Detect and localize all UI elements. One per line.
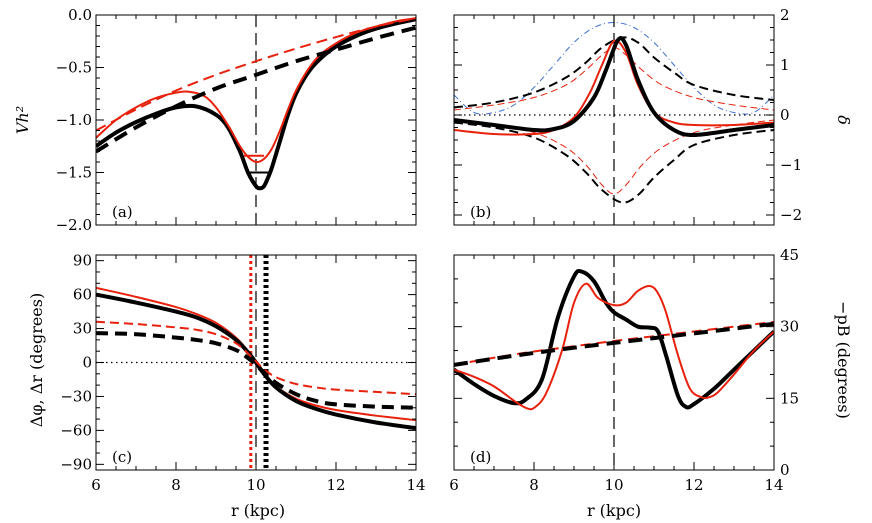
panel-c-ytick-label: 0 [82,354,92,372]
panel-c-ytick-label: 90 [73,252,92,270]
panel-b-ytick-label: 2 [780,6,790,24]
panel-a-ytick-label: −1.0 [56,111,92,129]
panel-c-xtick-label: 8 [171,476,181,494]
panel-a-ytick-label: 0.0 [68,6,92,24]
panel-c-xtick-label: 14 [406,476,425,494]
panel-c-series-2 [96,320,416,396]
panel-b-ylabel: δ [834,115,853,125]
panel-b-series-2 [454,119,774,195]
panel-a-series-1 [96,17,416,164]
panel-c-ylabel: Δφ, Δr (degrees) [27,293,46,427]
panel-d-ytick-label: 30 [780,318,799,336]
panel-d-label: (d) [470,448,491,466]
panel-c: Δφ, Δr (degrees) r (kpc) (c) 6 8 10 12 14 −90… [27,252,426,520]
panel-b: δ (b) −2 −1 0 1 2 [453,6,853,226]
panel-d-xtick-label: 12 [684,476,703,494]
panel-d-xtick-label: 6 [449,476,459,494]
panel-d: −pB (degrees) r (kpc) (d) 6 8 10 12 140 15 30 4… [449,246,853,520]
panel-d-ytick-label: 45 [780,246,799,264]
panel-b-series-4 [454,121,774,204]
panel-a-ytick-label: −0.5 [56,59,92,77]
panel-d-series-0 [454,268,774,410]
panel-b-label: (b) [470,203,491,221]
panel-a-series-2 [96,17,416,132]
panel-b-ytick-label: −1 [780,156,802,174]
panel-b-series-6 [454,36,774,137]
panel-d-xtick-label: 14 [764,476,783,494]
panel-d-xlabel: r (kpc) [587,501,641,520]
panel-b-ytick-label: 1 [780,56,790,74]
panel-d-series-1 [454,282,774,411]
panel-a-ytick-label: −1.5 [56,164,92,182]
panel-d-ytick-label: 0 [780,461,790,479]
panel-c-xlabel: r (kpc) [231,501,285,520]
panel-a-ytick-label: −2.0 [56,216,92,234]
panel-a-ylabel: Vh² [13,106,32,134]
panel-a-label: (a) [112,203,133,221]
panel-c-xtick-label: 12 [326,476,345,494]
panel-a-series-3 [96,25,416,154]
panel-c-xtick-label: 6 [91,476,101,494]
panel-d-ytick-label: 15 [780,389,799,407]
panel-c-ytick-label: 30 [73,320,92,338]
panel-a: Vh² (a) −2.0 −1.5 −1.0 −0.5 0.0 [13,6,417,234]
panel-d-xtick-label: 8 [529,476,539,494]
panel-d-series-3 [454,321,774,367]
panel-d-ylabel: −pB (degrees) [834,301,853,419]
panel-c-ytick-label: −90 [60,455,92,473]
panel-d-xtick-label: 10 [604,476,623,494]
panel-c-label: (c) [112,448,132,466]
panel-b-series-0 [454,22,774,115]
panel-b-ytick-label: 0 [780,106,790,124]
panel-b-ytick-label: −2 [780,206,802,224]
panel-c-series-3 [96,331,416,410]
panel-b-series-5 [454,39,774,136]
panel-c-ytick-label: −30 [60,387,92,405]
panel-c-ytick-label: −60 [60,421,92,439]
panel-c-xtick-label: 10 [246,476,265,494]
panel-c-ytick-label: 60 [73,286,92,304]
